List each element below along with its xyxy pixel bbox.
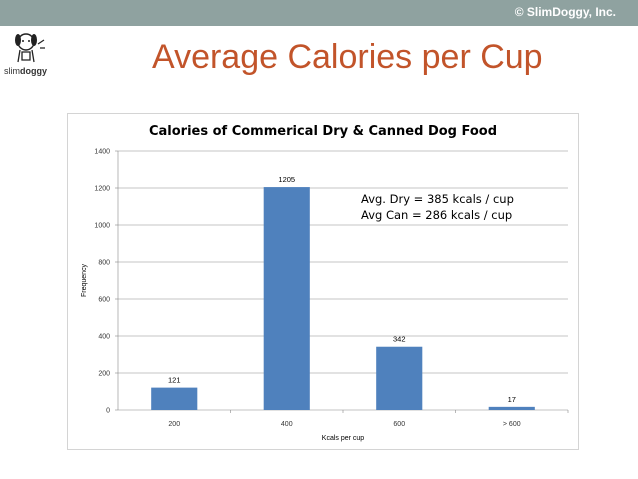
y-tick-label: 800 [98,260,110,267]
x-tick-label: 600 [393,421,405,428]
x-tick-label: 200 [168,421,180,428]
y-tick-label: 0 [106,408,110,415]
dog-logo-icon [6,30,48,76]
y-tick-label: 400 [98,334,110,341]
bar [263,187,310,410]
chart-annotation: Avg. Dry = 385 kcals / cup Avg Can = 286… [361,191,514,223]
x-tick-label: 400 [281,421,293,428]
copyright-text: © SlimDoggy, Inc. [514,5,616,19]
bar [151,387,198,410]
header-bar: © SlimDoggy, Inc. [0,0,638,26]
bar [488,406,535,410]
y-tick-label: 1000 [94,223,110,230]
y-tick-label: 600 [98,297,110,304]
y-tick-label: 1200 [94,186,110,193]
page-title: Average Calories per Cup [152,38,543,76]
annotation-dry: Avg. Dry = 385 kcals / cup [361,192,514,206]
data-label: 1205 [278,175,295,184]
x-tick-label: > 600 [503,421,521,428]
data-label: 121 [168,376,181,385]
y-axis-label: Frequency [81,263,88,297]
y-tick-label: 200 [98,371,110,378]
data-label: 342 [393,335,406,344]
logo-text: slimdoggy [4,66,47,76]
bar [376,346,423,410]
chart-title: Calories of Commerical Dry & Canned Dog … [148,124,498,139]
bar-chart: 0 200 400 600 800 1000 1200 1400 121 200 1205 400 34… [81,149,569,442]
annotation-can: Avg Can = 286 kcals / cup [361,208,513,222]
chart-frame: Calories of Commerical Dry & Canned Dog … [67,113,579,450]
data-label: 17 [508,395,516,404]
x-axis-label: Kcals per cup [322,435,365,442]
y-tick-label: 1400 [94,149,110,156]
